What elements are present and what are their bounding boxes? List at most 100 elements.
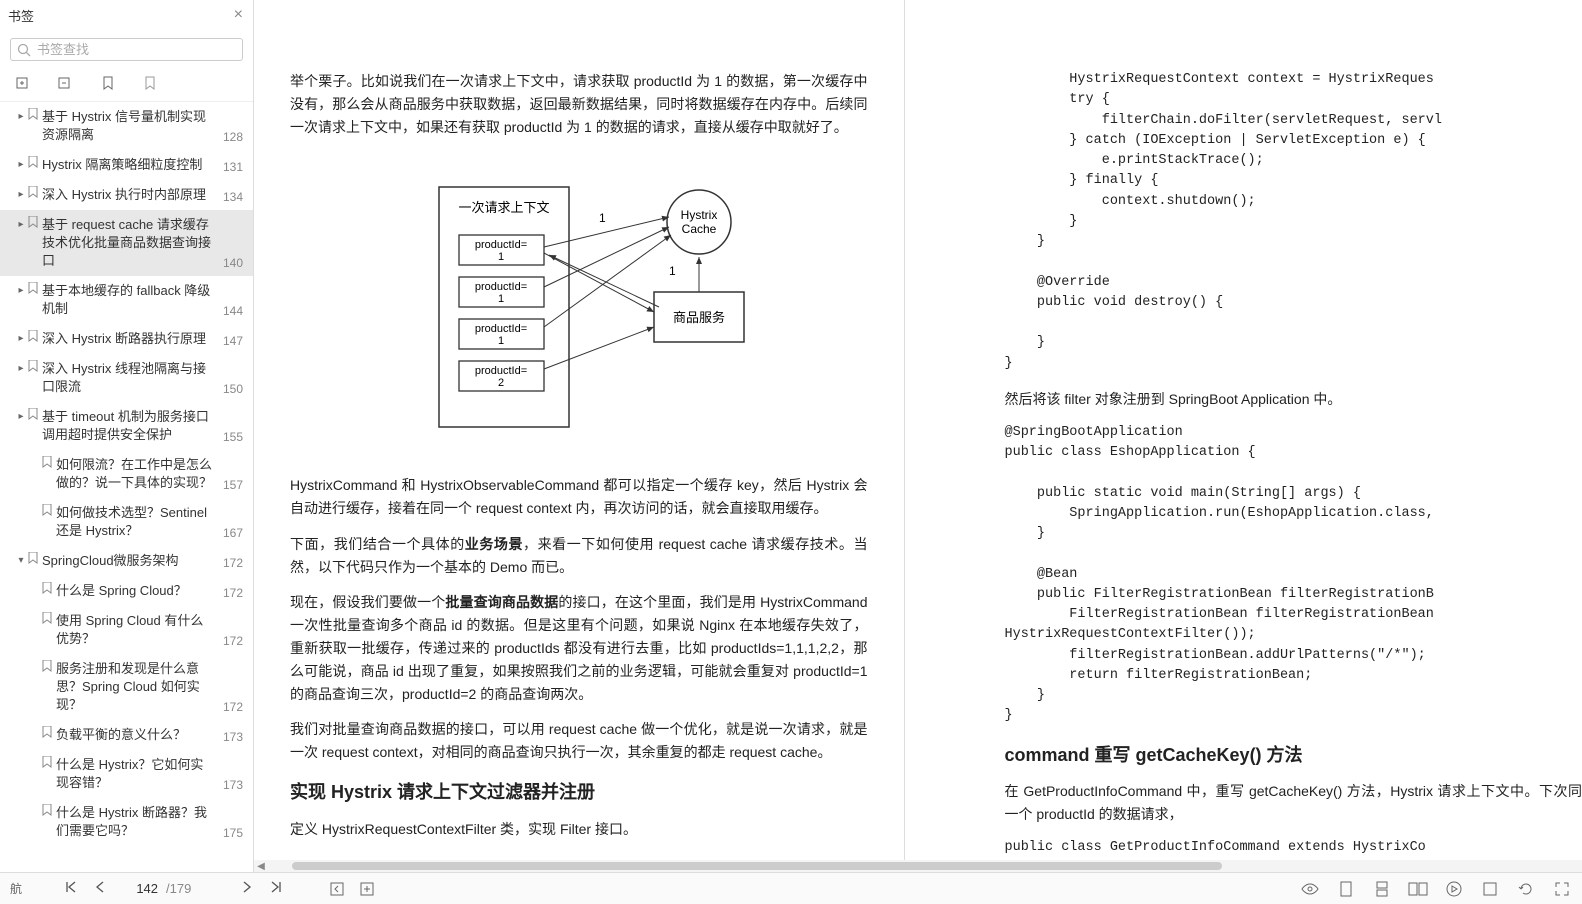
fullscreen-icon[interactable] (1552, 879, 1572, 899)
toc-item[interactable]: ▸Hystrix 隔离策略细粒度控制131 (0, 150, 253, 180)
toc-page: 172 (223, 634, 243, 648)
add-icon[interactable] (357, 879, 377, 899)
toc-item[interactable]: ▸深入 Hystrix 断路器执行原理147 (0, 324, 253, 354)
prev-page-button[interactable] (90, 880, 110, 897)
heading: 实现 Hystrix 请求上下文过滤器并注册 (290, 778, 868, 808)
toc-item[interactable]: 如何做技术选型？Sentinel 还是 Hystrix？167 (0, 498, 253, 546)
chevron-icon: ▸ (14, 360, 28, 378)
bottom-toolbar: 航 /179 (0, 872, 1582, 904)
page-right: HystrixRequestContext context = HystrixR… (905, 0, 1582, 872)
paragraph: HystrixCommand 和 HystrixObservableComman… (290, 474, 868, 520)
svg-text:Hystrix: Hystrix (680, 208, 717, 222)
toc-page: 172 (223, 586, 243, 600)
rotate-icon[interactable] (1516, 879, 1536, 899)
toc-item[interactable]: ▸ 深入 Hystrix 线程池隔离与接口限流150 (0, 354, 253, 402)
bookmarks-sidebar: 书签 × ▸基于 Hystrix 信号量机制实现资源隔离128▸Hystrix … (0, 0, 254, 872)
page-left: 举个栗子。比如说我们在一次请求上下文中，请求获取 productId 为 1 的… (254, 0, 905, 872)
continuous-page-icon[interactable] (1372, 879, 1392, 899)
toc-list[interactable]: ▸基于 Hystrix 信号量机制实现资源隔离128▸Hystrix 隔离策略细… (0, 102, 253, 872)
toc-item[interactable]: ▸基于 timeout 机制为服务接口调用超时提供安全保护155 (0, 402, 253, 450)
toc-item[interactable]: 如何限流？在工作中是怎么做的？说一下具体的实现？157 (0, 450, 253, 498)
close-icon[interactable]: × (234, 6, 243, 24)
bookmark-icon (42, 504, 56, 522)
toc-label: SpringCloud微服务架构 (42, 552, 243, 570)
heading: command 重写 getCacheKey() 方法 (1005, 741, 1582, 771)
toc-item[interactable]: 服务注册和发现是什么意思？Spring Cloud 如何实现？172 (0, 654, 253, 720)
toc-item[interactable]: 什么是 Spring Cloud？172 (0, 576, 253, 606)
toc-page: 150 (223, 382, 243, 396)
chevron-icon: ▸ (14, 156, 28, 174)
toc-page: 144 (223, 304, 243, 318)
toc-label: 如何限流？在工作中是怎么做的？说一下具体的实现？ (56, 456, 243, 492)
chevron-icon: ▾ (14, 552, 28, 570)
search-input[interactable] (37, 42, 236, 57)
code-block: @SpringBootApplication public class Esho… (1005, 423, 1582, 727)
toc-item[interactable]: 使用 Spring Cloud 有什么优势？172 (0, 606, 253, 654)
toc-label: 深入 Hystrix 线程池隔离与接口限流 (42, 360, 243, 396)
next-page-button[interactable] (237, 880, 257, 897)
expand-all-icon[interactable] (14, 73, 34, 93)
toc-page: 172 (223, 556, 243, 570)
two-page-icon[interactable] (1408, 879, 1428, 899)
toc-label: 基于本地缓存的 fallback 降级机制 (42, 282, 243, 318)
page-number-input[interactable] (118, 881, 158, 896)
paragraph: 我们对批量查询商品数据的接口，可以用 request cache 做一个优化，就… (290, 718, 868, 764)
toc-page: 175 (223, 826, 243, 840)
paragraph: 举个栗子。比如说我们在一次请求上下文中，请求获取 productId 为 1 的… (290, 70, 868, 139)
bookmark-icon (42, 612, 56, 630)
toc-item[interactable]: ▸基于本地缓存的 fallback 降级机制144 (0, 276, 253, 324)
toc-item[interactable]: ▸基于 request cache 请求缓存技术优化批量商品数据查询接口140 (0, 210, 253, 276)
fit-page-icon[interactable] (1480, 879, 1500, 899)
toc-label: 基于 timeout 机制为服务接口调用超时提供安全保护 (42, 408, 243, 444)
svg-text:商品服务: 商品服务 (673, 310, 725, 325)
toc-page: 128 (223, 130, 243, 144)
svg-text:productId=: productId= (475, 323, 527, 335)
search-input-container (10, 38, 243, 61)
svg-text:2: 2 (498, 377, 504, 389)
bookmark-outline-icon[interactable] (140, 73, 160, 93)
collapse-all-icon[interactable] (56, 73, 76, 93)
chevron-icon: ▸ (14, 330, 28, 348)
svg-text:一次请求上下文: 一次请求上下文 (458, 200, 549, 215)
toc-item[interactable]: 负载平衡的意义什么？173 (0, 720, 253, 750)
svg-text:1: 1 (498, 251, 504, 263)
toc-label: 什么是 Spring Cloud？ (56, 582, 243, 600)
bookmark-icon (28, 552, 42, 570)
toc-label: 什么是 Hystrix？它如何实现容错？ (56, 756, 243, 792)
last-page-button[interactable] (265, 880, 287, 897)
eye-icon[interactable] (1300, 879, 1320, 899)
toc-label: 深入 Hystrix 断路器执行原理 (42, 330, 243, 348)
search-icon (17, 43, 31, 57)
toc-page: 173 (223, 778, 243, 792)
toc-item[interactable]: ▾ SpringCloud微服务架构172 (0, 546, 253, 576)
toc-item[interactable]: ▸基于 Hystrix 信号量机制实现资源隔离128 (0, 102, 253, 150)
bookmark-icon (28, 282, 42, 300)
bookmark-icon (28, 186, 42, 204)
svg-text:1: 1 (498, 335, 504, 347)
paragraph: 现在，假设我们要做一个批量查询商品数据的接口，在这个里面，我们是用 Hystri… (290, 591, 868, 706)
bookmark-icon (28, 108, 42, 126)
first-page-button[interactable] (60, 880, 82, 897)
toc-item[interactable]: 什么是 Hystrix 断路器？我们需要它吗？175 (0, 798, 253, 846)
toc-item[interactable]: ▸深入 Hystrix 执行时内部原理134 (0, 180, 253, 210)
toc-page: 167 (223, 526, 243, 540)
code-block: HystrixRequestContext context = HystrixR… (1005, 70, 1582, 374)
bookmark-icon (42, 756, 56, 774)
toc-page: 172 (223, 700, 243, 714)
toc-item[interactable]: 什么是 Hystrix？它如何实现容错？173 (0, 750, 253, 798)
svg-text:1: 1 (599, 211, 606, 225)
toc-page: 131 (223, 160, 243, 174)
toc-page: 157 (223, 478, 243, 492)
bookmark-icon (28, 360, 42, 378)
play-icon[interactable] (1444, 879, 1464, 899)
svg-text:productId=: productId= (475, 239, 527, 251)
toc-page: 173 (223, 730, 243, 744)
bookmark-icon[interactable] (98, 73, 118, 93)
single-page-icon[interactable] (1336, 879, 1356, 899)
bookmark-icon (42, 582, 56, 600)
toc-page: 140 (223, 256, 243, 270)
back-icon[interactable] (327, 879, 347, 899)
horizontal-scrollbar[interactable]: ◀ (254, 860, 1582, 872)
toc-page: 155 (223, 430, 243, 444)
toc-label: 如何做技术选型？Sentinel 还是 Hystrix？ (56, 504, 243, 540)
